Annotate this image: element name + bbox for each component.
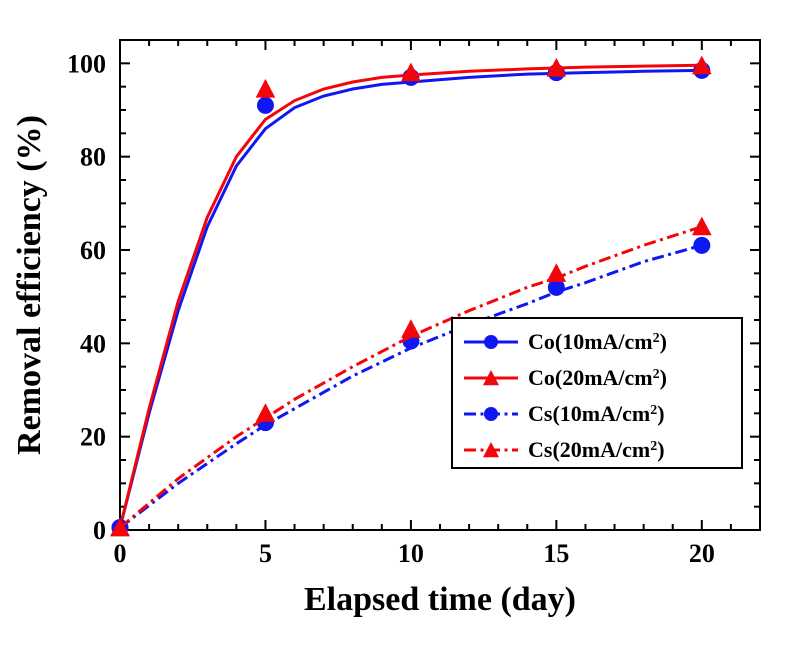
marker (694, 237, 710, 253)
svg-text:5: 5 (259, 539, 272, 568)
legend-label: Cs(10mA/cm2) (528, 401, 665, 426)
legend-label: Co(20mA/cm2) (528, 365, 667, 390)
removal-efficiency-chart: 0 5 10 15 20 0 20 40 60 80 100 Elapsed time (day) Re… (0, 0, 812, 646)
svg-text:20: 20 (689, 539, 715, 568)
svg-text:0: 0 (93, 516, 106, 545)
y-axis-label: Removal efficiency (%) (11, 115, 48, 455)
svg-text:40: 40 (80, 329, 106, 358)
svg-text:10: 10 (398, 539, 424, 568)
legend-label: Cs(20mA/cm2) (528, 437, 665, 462)
legend-label: Co(10mA/cm2) (528, 329, 667, 354)
svg-text:100: 100 (67, 49, 106, 78)
svg-text:15: 15 (543, 539, 569, 568)
marker (257, 97, 273, 113)
svg-text:80: 80 (80, 143, 106, 172)
svg-text:60: 60 (80, 236, 106, 265)
x-axis-label: Elapsed time (day) (304, 581, 576, 618)
svg-text:20: 20 (80, 423, 106, 452)
svg-text:0: 0 (114, 539, 127, 568)
